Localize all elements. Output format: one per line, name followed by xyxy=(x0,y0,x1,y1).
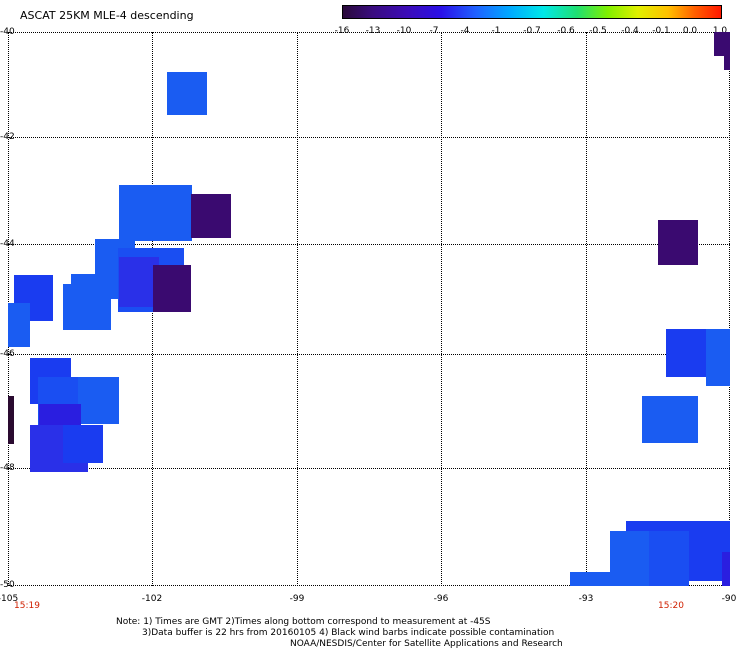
map-area xyxy=(8,32,730,586)
data-cell xyxy=(666,329,707,377)
lat-label: -44 xyxy=(0,239,15,249)
grid-line xyxy=(8,354,730,355)
colorbar-label: -16 xyxy=(334,26,350,36)
data-cell xyxy=(649,531,689,586)
grid-line xyxy=(8,468,730,469)
colorbar-label: -0.6 xyxy=(557,26,575,36)
colorbar xyxy=(342,5,722,19)
grid-line xyxy=(441,32,442,586)
data-cell xyxy=(658,220,698,265)
data-cell xyxy=(642,396,698,443)
grid-line xyxy=(8,585,730,586)
lat-label: -46 xyxy=(0,349,15,359)
lat-label: -42 xyxy=(0,132,15,142)
data-cell xyxy=(722,552,730,586)
grid-line xyxy=(586,32,587,586)
lon-label: -99 xyxy=(289,594,305,604)
grid-line xyxy=(8,32,730,33)
colorbar-label: -13 xyxy=(365,26,381,36)
colorbar-label: -10 xyxy=(396,26,412,36)
colorbar-label: -0.1 xyxy=(652,26,670,36)
colorbar-label: 0.0 xyxy=(682,26,698,36)
colorbar-label: -0.4 xyxy=(621,26,639,36)
lon-label: -102 xyxy=(141,594,163,604)
grid-line xyxy=(297,32,298,586)
colorbar-label: -0.5 xyxy=(589,26,607,36)
grid-line xyxy=(8,137,730,138)
lon-label: -90 xyxy=(721,594,737,604)
lon-label: -93 xyxy=(578,594,594,604)
data-cell xyxy=(167,72,207,115)
time-label: 15:20 xyxy=(658,601,684,611)
chart-title: ASCAT 25KM MLE-4 descending xyxy=(20,9,194,22)
data-cell xyxy=(8,396,14,444)
time-label: 15:19 xyxy=(14,601,40,611)
data-cell xyxy=(119,257,159,307)
note-line: 3)Data buffer is 22 hrs from 20160105 4)… xyxy=(142,628,555,638)
note-line: NOAA/NESDIS/Center for Satellite Applica… xyxy=(290,639,563,649)
colorbar-label: -7 xyxy=(429,26,439,36)
data-cell xyxy=(63,425,103,463)
lat-label: -40 xyxy=(0,27,15,37)
colorbar-label: 1.0 xyxy=(712,26,728,36)
grid-line xyxy=(8,244,730,245)
data-cell xyxy=(570,572,618,586)
colorbar-label: -0.7 xyxy=(523,26,541,36)
colorbar-label: -4 xyxy=(460,26,470,36)
lon-label: -96 xyxy=(433,594,449,604)
data-cell xyxy=(119,185,192,241)
data-cell xyxy=(706,329,730,386)
data-cell xyxy=(153,265,191,312)
data-cell xyxy=(63,284,111,330)
data-cell xyxy=(724,56,730,70)
colorbar-label: -1 xyxy=(491,26,501,36)
lon-label: -105 xyxy=(0,594,19,604)
grid-line xyxy=(729,32,730,586)
lat-label: -48 xyxy=(0,463,15,473)
note-line: Note: 1) Times are GMT 2)Times along bot… xyxy=(116,617,491,627)
lat-label: -50 xyxy=(0,580,15,590)
data-cell xyxy=(714,32,730,56)
data-cell xyxy=(191,194,231,238)
data-cell xyxy=(8,303,30,347)
